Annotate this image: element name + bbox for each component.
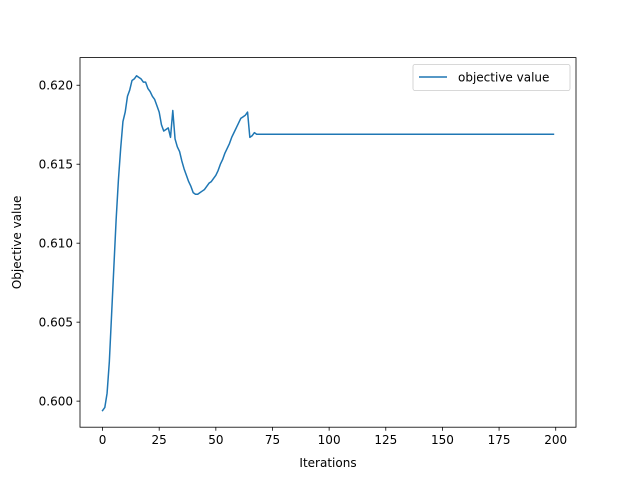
series-line-0 [101,75,555,412]
legend-box [412,64,571,91]
x-axis: 0 25 50 75 100 125 150 175 200 [99,427,567,447]
x-tick-label: 25 [152,433,167,447]
x-tick-label: 0 [99,433,107,447]
x-tick-label: 125 [374,433,397,447]
y-axis: 0.600 0.605 0.610 0.615 0.620 [39,78,80,408]
axes-frame [79,57,577,428]
x-tick-label: 150 [431,433,454,447]
y-axis-label: Objective value [10,196,24,290]
x-tick-label: 175 [488,433,511,447]
y-tick-label: 0.600 [39,394,73,408]
y-tick-label: 0.605 [39,315,73,329]
x-tick-label: 75 [265,433,280,447]
legend: objective value [412,64,571,91]
legend-entry-label: objective value [458,71,549,85]
x-tick-label: 50 [208,433,223,447]
y-tick-label: 0.620 [39,78,73,92]
y-tick-label: 0.615 [39,157,73,171]
x-axis-label: Iterations [299,456,356,470]
x-tick-label: 200 [544,433,567,447]
plot-area [101,75,555,412]
y-tick-label: 0.610 [39,236,73,250]
x-tick-label: 100 [318,433,341,447]
